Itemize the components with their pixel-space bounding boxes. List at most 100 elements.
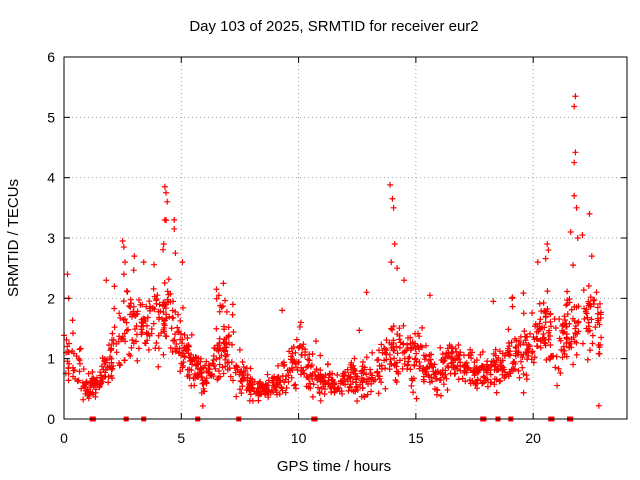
data-point — [456, 356, 463, 363]
data-point — [454, 362, 461, 369]
data-point — [515, 367, 522, 374]
data-point — [172, 308, 179, 315]
data-point — [390, 337, 397, 344]
data-point — [142, 340, 149, 347]
y-tick-label: 2 — [47, 290, 55, 306]
data-point — [396, 336, 403, 343]
data-point — [275, 362, 282, 369]
data-point — [364, 375, 371, 382]
data-point — [364, 391, 371, 398]
data-point — [127, 311, 134, 318]
data-point — [542, 319, 549, 326]
data-point — [116, 360, 123, 367]
data-point — [288, 374, 295, 381]
data-points — [61, 93, 605, 422]
data-point — [134, 357, 141, 364]
data-point — [79, 379, 86, 386]
data-point — [308, 372, 315, 379]
data-point — [192, 362, 199, 369]
data-point — [350, 365, 357, 372]
data-point — [217, 302, 224, 309]
data-point — [353, 383, 360, 390]
data-point — [165, 276, 172, 283]
data-point — [390, 204, 397, 211]
data-point — [222, 356, 229, 363]
y-tick-label: 6 — [47, 49, 55, 65]
y-tick-label: 1 — [47, 351, 55, 367]
data-point — [160, 351, 167, 358]
data-point — [375, 390, 382, 397]
data-point — [345, 387, 352, 394]
data-point — [369, 349, 376, 356]
data-point — [580, 287, 587, 294]
data-point — [207, 371, 214, 378]
data-point — [440, 374, 447, 381]
data-point — [378, 379, 385, 386]
data-point — [387, 356, 394, 363]
data-point — [186, 371, 193, 378]
data-point — [442, 354, 449, 361]
data-point — [102, 373, 109, 380]
data-point — [246, 397, 253, 404]
data-point — [321, 391, 328, 398]
data-point — [399, 365, 406, 372]
data-point — [316, 390, 323, 397]
data-point — [553, 353, 560, 360]
data-point — [186, 343, 193, 350]
data-point — [492, 346, 499, 353]
data-point — [572, 149, 579, 156]
data-point — [288, 353, 295, 360]
data-point — [175, 311, 182, 318]
chart-title: Day 103 of 2025, SRMTID for receiver eur… — [189, 18, 478, 35]
data-point — [270, 375, 277, 382]
data-point — [163, 333, 170, 340]
data-point — [222, 297, 229, 304]
data-point — [289, 359, 296, 366]
data-point — [457, 359, 464, 366]
data-point — [313, 375, 320, 382]
data-point — [222, 363, 229, 370]
data-point — [283, 384, 290, 391]
data-point — [406, 354, 413, 361]
data-point — [126, 302, 133, 309]
data-point — [288, 345, 295, 352]
data-point — [378, 341, 385, 348]
x-tick-label: 10 — [291, 430, 307, 446]
data-point — [344, 378, 351, 385]
data-point — [108, 372, 115, 379]
data-point — [215, 292, 222, 299]
data-point — [520, 310, 527, 317]
data-point — [111, 324, 118, 331]
data-point — [561, 313, 568, 320]
data-point — [121, 330, 128, 337]
data-point — [102, 366, 109, 373]
data-point — [193, 355, 200, 362]
data-point — [197, 365, 204, 372]
data-point — [154, 292, 161, 299]
data-point — [108, 366, 115, 373]
data-point — [477, 351, 484, 358]
data-point — [583, 310, 590, 317]
data-point — [561, 317, 568, 324]
data-point — [216, 340, 223, 347]
data-point — [542, 314, 549, 321]
data-point — [422, 368, 429, 375]
data-point — [517, 341, 524, 348]
data-point — [413, 395, 420, 402]
data-point — [121, 316, 128, 323]
data-point — [413, 350, 420, 357]
data-point — [391, 241, 398, 248]
data-point — [213, 325, 220, 332]
data-point — [407, 334, 414, 341]
data-point — [419, 367, 426, 374]
data-point — [143, 303, 150, 310]
data-point — [221, 326, 228, 333]
data-point — [220, 280, 227, 287]
data-point — [65, 377, 72, 384]
data-point — [499, 371, 506, 378]
data-point — [147, 307, 154, 314]
data-point — [108, 355, 115, 362]
data-point — [383, 337, 390, 344]
data-point — [531, 354, 538, 361]
